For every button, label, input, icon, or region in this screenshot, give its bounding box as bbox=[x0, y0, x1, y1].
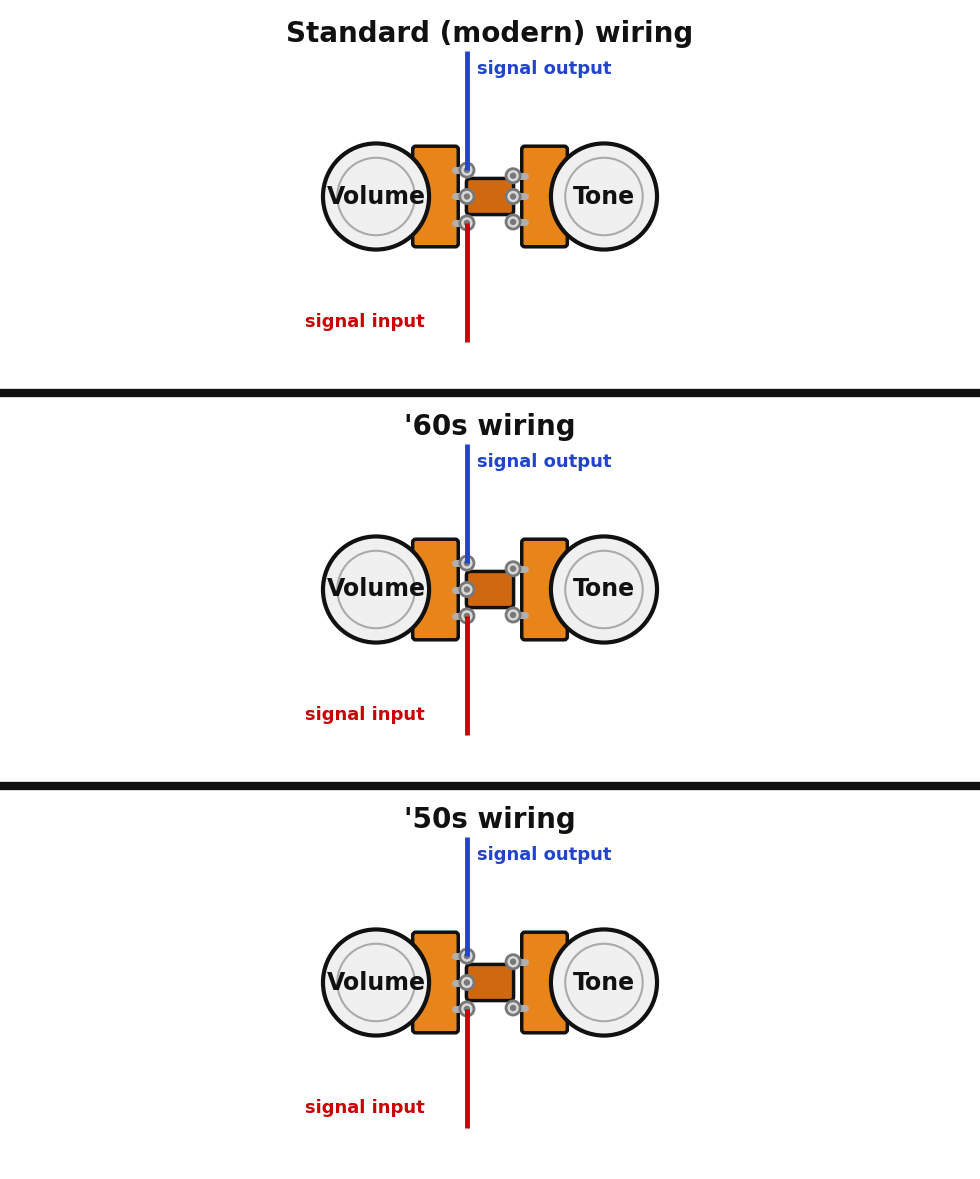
Text: signal output: signal output bbox=[476, 453, 612, 470]
FancyBboxPatch shape bbox=[466, 572, 514, 607]
Text: signal output: signal output bbox=[476, 845, 612, 864]
Text: signal output: signal output bbox=[476, 60, 612, 78]
Text: Volume: Volume bbox=[326, 970, 425, 995]
Circle shape bbox=[460, 556, 474, 571]
Circle shape bbox=[510, 1005, 516, 1012]
FancyBboxPatch shape bbox=[521, 146, 567, 246]
Circle shape bbox=[464, 613, 470, 619]
FancyBboxPatch shape bbox=[521, 933, 567, 1033]
Text: signal input: signal input bbox=[306, 1099, 425, 1118]
Circle shape bbox=[565, 551, 643, 628]
FancyBboxPatch shape bbox=[466, 964, 514, 1001]
Circle shape bbox=[510, 172, 516, 179]
FancyBboxPatch shape bbox=[413, 933, 459, 1033]
Circle shape bbox=[464, 953, 470, 960]
Circle shape bbox=[510, 193, 516, 199]
Text: signal input: signal input bbox=[306, 314, 425, 331]
Circle shape bbox=[551, 929, 657, 1035]
Circle shape bbox=[464, 1006, 470, 1012]
Circle shape bbox=[460, 163, 474, 177]
Circle shape bbox=[506, 561, 520, 575]
FancyBboxPatch shape bbox=[413, 539, 459, 640]
Circle shape bbox=[460, 608, 474, 623]
Circle shape bbox=[460, 190, 474, 204]
Text: Standard (modern) wiring: Standard (modern) wiring bbox=[286, 20, 694, 47]
Text: Tone: Tone bbox=[573, 578, 635, 601]
Circle shape bbox=[506, 215, 520, 229]
Circle shape bbox=[337, 158, 415, 236]
Text: Volume: Volume bbox=[326, 184, 425, 209]
Circle shape bbox=[565, 158, 643, 236]
Circle shape bbox=[565, 943, 643, 1021]
Circle shape bbox=[464, 586, 470, 593]
Circle shape bbox=[464, 560, 470, 566]
Text: '60s wiring: '60s wiring bbox=[404, 413, 576, 441]
Text: signal input: signal input bbox=[306, 706, 425, 724]
Circle shape bbox=[464, 167, 470, 173]
Circle shape bbox=[551, 144, 657, 250]
Circle shape bbox=[506, 190, 520, 204]
FancyBboxPatch shape bbox=[413, 146, 459, 246]
Circle shape bbox=[464, 219, 470, 226]
Circle shape bbox=[464, 980, 470, 986]
Circle shape bbox=[460, 1002, 474, 1016]
Circle shape bbox=[460, 216, 474, 230]
Circle shape bbox=[460, 975, 474, 989]
Circle shape bbox=[323, 929, 429, 1035]
Text: Tone: Tone bbox=[573, 970, 635, 995]
Circle shape bbox=[337, 551, 415, 628]
Circle shape bbox=[510, 566, 516, 572]
Circle shape bbox=[460, 949, 474, 963]
Circle shape bbox=[506, 1001, 520, 1015]
Circle shape bbox=[510, 219, 516, 225]
Text: Tone: Tone bbox=[573, 184, 635, 209]
Text: Volume: Volume bbox=[326, 578, 425, 601]
Text: '50s wiring: '50s wiring bbox=[404, 805, 576, 834]
Circle shape bbox=[510, 612, 516, 618]
Circle shape bbox=[506, 955, 520, 969]
Circle shape bbox=[551, 536, 657, 643]
Circle shape bbox=[510, 959, 516, 964]
Circle shape bbox=[323, 144, 429, 250]
Circle shape bbox=[464, 193, 470, 199]
FancyBboxPatch shape bbox=[521, 539, 567, 640]
FancyBboxPatch shape bbox=[466, 178, 514, 215]
Circle shape bbox=[460, 582, 474, 597]
Circle shape bbox=[323, 536, 429, 643]
Circle shape bbox=[506, 169, 520, 183]
Circle shape bbox=[337, 943, 415, 1021]
Circle shape bbox=[506, 608, 520, 623]
